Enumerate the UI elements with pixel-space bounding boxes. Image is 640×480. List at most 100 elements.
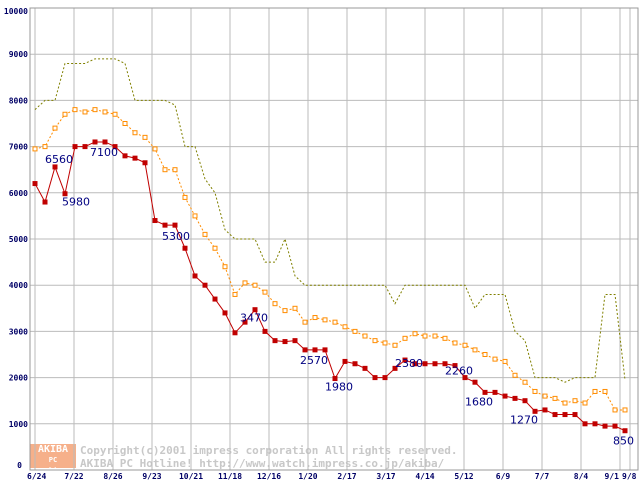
site-text: AKIBA PC Hotline! http://www.watch.impre… [80, 457, 445, 470]
y-tick-label: 0 [17, 461, 22, 470]
y-tick-label: 10000 [4, 7, 28, 16]
data-point-min [572, 412, 578, 418]
x-tick-label: 12/16 [257, 472, 281, 480]
data-point-average [252, 282, 258, 288]
data-point-average [112, 111, 118, 117]
y-tick-label: 4000 [9, 281, 28, 290]
data-label: 5980 [62, 196, 90, 209]
data-point-average [32, 146, 38, 152]
series-line-max [34, 58, 626, 383]
x-tick-label: 10/21 [179, 472, 203, 480]
data-point-min [262, 328, 268, 334]
y-tick-label: 7000 [9, 143, 28, 152]
data-point-average [232, 291, 238, 297]
data-point-average [262, 289, 268, 295]
data-point-min [92, 139, 98, 145]
data-point-min [332, 376, 338, 382]
data-point-min [462, 375, 468, 381]
data-point-average [82, 109, 88, 115]
data-point-average [72, 107, 78, 113]
data-point-min [72, 144, 78, 150]
data-point-average [62, 111, 68, 117]
data-point-min [132, 155, 138, 161]
x-tick-label: 4/14 [415, 472, 434, 480]
data-point-average [152, 146, 158, 152]
data-point-average [322, 317, 328, 323]
data-label: 2570 [300, 354, 328, 367]
data-point-min [612, 423, 618, 429]
data-point-min [622, 428, 628, 434]
data-point-min [542, 407, 548, 413]
data-point-min [352, 361, 358, 367]
data-point-average [432, 333, 438, 339]
data-point-average [392, 342, 398, 348]
data-point-average [562, 400, 568, 406]
data-point-average [362, 333, 368, 339]
data-point-min [522, 398, 528, 404]
akiba-logo: AKIBA PC Hotline! [30, 444, 76, 468]
data-point-average [222, 264, 228, 270]
data-point-average [192, 213, 198, 219]
data-point-min [342, 358, 348, 364]
data-point-min [372, 375, 378, 381]
data-point-min [182, 245, 188, 251]
data-point-average [422, 333, 428, 339]
data-point-average [522, 379, 528, 385]
x-tick-label: 5/12 [454, 472, 473, 480]
data-point-average [612, 407, 618, 413]
data-point-average [132, 130, 138, 136]
data-point-min [312, 347, 318, 353]
data-point-average [162, 167, 168, 173]
data-point-min [602, 423, 608, 429]
x-tick-label: 3/17 [376, 472, 395, 480]
data-point-min [532, 408, 538, 414]
data-label: 1680 [465, 395, 493, 408]
logo-top-text: AKIBA [37, 444, 69, 455]
data-point-min [82, 144, 88, 150]
data-point-average [602, 388, 608, 394]
data-point-min [192, 273, 198, 279]
data-point-average [502, 358, 508, 364]
data-point-average [542, 393, 548, 399]
x-tick-label: 2/17 [337, 472, 356, 480]
data-point-min [502, 393, 508, 399]
data-point-min [382, 375, 388, 381]
data-point-min [42, 199, 48, 205]
data-point-min [272, 338, 278, 344]
data-point-average [212, 245, 218, 251]
data-point-average [552, 395, 558, 401]
data-point-min [112, 144, 118, 150]
data-point-min [402, 357, 408, 363]
data-point-average [52, 125, 58, 131]
data-point-average [472, 347, 478, 353]
data-point-average [42, 144, 48, 150]
data-label: 1270 [510, 413, 538, 426]
data-point-min [162, 222, 168, 228]
data-label: 2260 [445, 365, 473, 378]
y-tick-label: 1000 [9, 420, 28, 429]
data-point-average [452, 340, 458, 346]
data-point-average [572, 398, 578, 404]
y-tick-label: 2000 [9, 374, 28, 383]
y-tick-label: 8000 [9, 96, 28, 105]
data-label: 3470 [240, 312, 268, 325]
data-label: 5300 [162, 230, 190, 243]
data-point-average [592, 388, 598, 394]
data-point-average [122, 121, 128, 126]
y-tick-label: 5000 [9, 235, 28, 244]
x-tick-label: 8/26 [103, 472, 122, 480]
x-tick-label: 9/8 [622, 472, 637, 480]
data-point-min [292, 338, 298, 344]
data-point-min [122, 153, 128, 159]
data-point-average [372, 338, 378, 344]
data-point-min [412, 361, 418, 367]
data-point-min [392, 365, 398, 371]
data-point-average [92, 107, 98, 113]
x-tick-label: 7/7 [535, 472, 550, 480]
data-point-min [452, 363, 458, 369]
data-point-min [552, 412, 558, 418]
data-point-average [352, 328, 358, 334]
x-tick-label: 8/4 [574, 472, 589, 480]
x-tick-label: 6/9 [496, 472, 511, 480]
